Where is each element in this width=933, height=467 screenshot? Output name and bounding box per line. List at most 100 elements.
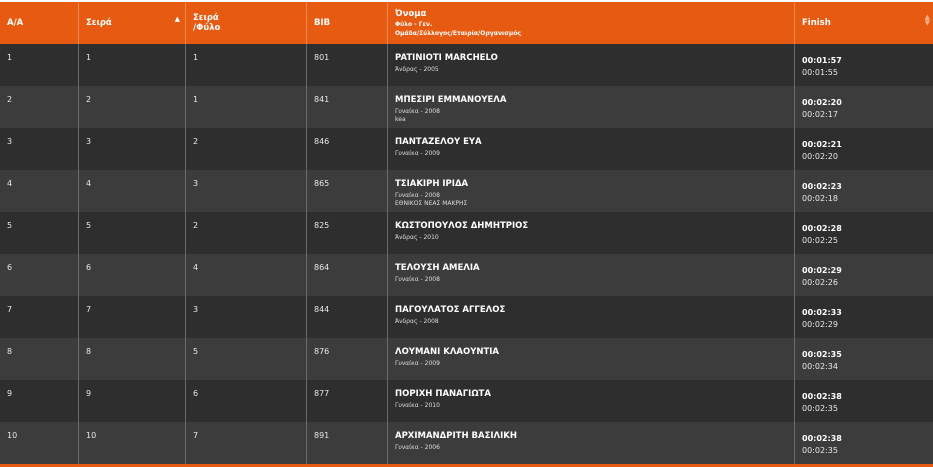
athlete-name: ΚΩΣΤΟΠΟΥΛΟΣ ΔΗΜΗΤΡΙΟΣ bbox=[395, 221, 529, 231]
cell-name: ΤΣΙΑΚΙΡΗ ΙΡΙΔΑ Γυναίκα - 2008 ΕΘΝΙΚΟΣ ΝΕΑΣ… bbox=[388, 170, 795, 212]
athlete-info: Γυναίκα - 2008 bbox=[395, 108, 440, 115]
bib-value: 877 bbox=[314, 389, 330, 398]
finish-net-time: 00:02:18 bbox=[802, 194, 838, 203]
col-seira-header[interactable]: Σειρά ▲ bbox=[79, 2, 186, 44]
finish-net-time: 00:02:20 bbox=[802, 152, 838, 161]
cell-bib: 825 bbox=[307, 212, 388, 254]
fylo-value: 1 bbox=[193, 95, 199, 104]
cell-aa: 2 bbox=[0, 86, 79, 128]
cell-aa: 6 bbox=[0, 254, 79, 296]
fylo-value: 1 bbox=[193, 53, 199, 62]
seira-value: 7 bbox=[86, 305, 92, 314]
fylo-value: 7 bbox=[193, 431, 199, 440]
col-label: /Φύλο bbox=[193, 23, 221, 33]
cell-finish: 00:02:29 00:02:26 bbox=[795, 254, 933, 296]
col-label: Σειρά bbox=[193, 13, 219, 23]
seira-value: 8 bbox=[86, 347, 92, 356]
bib-value: 844 bbox=[314, 305, 330, 314]
cell-aa: 7 bbox=[0, 296, 79, 338]
cell-name: ΠΑΝΤΑΖΕΛΟΥ ΕΥΑ Γυναίκα - 2009 bbox=[388, 128, 795, 170]
cell-fylo: 2 bbox=[186, 212, 307, 254]
cell-aa: 9 bbox=[0, 380, 79, 422]
cell-bib: 846 bbox=[307, 128, 388, 170]
col-finish-header[interactable]: Finish ▲ ▼ bbox=[795, 2, 933, 44]
col-sublabel: Φύλο - Γεν. bbox=[395, 21, 433, 28]
fylo-value: 6 bbox=[193, 389, 199, 398]
table-row[interactable]: 2 2 1 841 ΜΠΕΣΙΡΙ ΕΜΜΑΝΟΥΕΛΑ Γυναίκα - 20… bbox=[0, 86, 933, 128]
finish-gun-time: 00:02:35 bbox=[802, 350, 842, 359]
athlete-name: ΜΠΕΣΙΡΙ ΕΜΜΑΝΟΥΕΛΑ bbox=[395, 95, 507, 105]
cell-name: ΑΡΧΙΜΑΝΔΡΙΤΗ ΒΑΣΙΛΙΚΗ Γυναίκα - 2006 bbox=[388, 422, 795, 464]
aa-value: 3 bbox=[7, 137, 13, 146]
athlete-info: Γυναίκα - 2008 bbox=[395, 192, 440, 199]
athlete-info: Άνδρας - 2008 bbox=[395, 318, 439, 325]
athlete-name: ΤΣΙΑΚΙΡΗ ΙΡΙΔΑ bbox=[395, 179, 469, 189]
finish-net-time: 00:01:55 bbox=[802, 68, 838, 77]
col-label: Finish bbox=[802, 18, 831, 28]
bib-value: 876 bbox=[314, 347, 330, 356]
cell-fylo: 3 bbox=[186, 296, 307, 338]
athlete-info: Γυναίκα - 2009 bbox=[395, 360, 440, 367]
cell-finish: 00:02:33 00:02:29 bbox=[795, 296, 933, 338]
fylo-value: 2 bbox=[193, 137, 199, 146]
table-header: Α/Α Σειρά ▲ Σειρά/Φύλο BIB Όνομα Φύλο - Γε… bbox=[0, 2, 933, 44]
table-row[interactable]: 4 4 3 865 ΤΣΙΑΚΙΡΗ ΙΡΙΔΑ Γυναίκα - 2008 ΕΘ… bbox=[0, 170, 933, 212]
bib-value: 801 bbox=[314, 53, 330, 62]
cell-name: ΜΠΕΣΙΡΙ ΕΜΜΑΝΟΥΕΛΑ Γυναίκα - 2008 kea bbox=[388, 86, 795, 128]
table-row[interactable]: 5 5 2 825 ΚΩΣΤΟΠΟΥΛΟΣ ΔΗΜΗΤΡΙΟΣ Άνδρας - … bbox=[0, 212, 933, 254]
col-bib-header[interactable]: BIB bbox=[307, 2, 388, 44]
aa-value: 4 bbox=[7, 179, 13, 188]
seira-value: 5 bbox=[86, 221, 92, 230]
cell-finish: 00:01:57 00:01:55 bbox=[795, 44, 933, 86]
col-aa-header[interactable]: Α/Α bbox=[0, 2, 79, 44]
table-row[interactable]: 8 8 5 876 ΛΟΥΜΑΝΙ ΚΛΑΟΥΝΤΙΑ Γυναίκα - 200… bbox=[0, 338, 933, 380]
finish-gun-time: 00:02:29 bbox=[802, 266, 842, 275]
cell-fylo: 7 bbox=[186, 422, 307, 464]
table-row[interactable]: 1 1 1 801 PATINIOTI MARCHELO Άνδρας - 200… bbox=[0, 44, 933, 86]
bib-value: 865 bbox=[314, 179, 330, 188]
cell-seira: 8 bbox=[79, 338, 186, 380]
cell-bib: 801 bbox=[307, 44, 388, 86]
table-row[interactable]: 10 10 7 891 ΑΡΧΙΜΑΝΔΡΙΤΗ ΒΑΣΙΛΙΚΗ Γυναίκα… bbox=[0, 422, 933, 464]
finish-gun-time: 00:02:33 bbox=[802, 308, 842, 317]
col-label: Όνομα bbox=[395, 9, 427, 19]
athlete-name: ΠΟΡΙΧΗ ΠΑΝΑΓΙΩΤΑ bbox=[395, 389, 491, 399]
cell-bib: 865 bbox=[307, 170, 388, 212]
cell-seira: 3 bbox=[79, 128, 186, 170]
table-row[interactable]: 3 3 2 846 ΠΑΝΤΑΖΕΛΟΥ ΕΥΑ Γυναίκα - 2009 0… bbox=[0, 128, 933, 170]
athlete-name: ΛΟΥΜΑΝΙ ΚΛΑΟΥΝΤΙΑ bbox=[395, 347, 500, 357]
sort-both-icon: ▲ ▼ bbox=[924, 13, 930, 27]
cell-name: ΠΑΓΟΥΛΑΤΟΣ ΑΓΓΕΛΟΣ Άνδρας - 2008 bbox=[388, 296, 795, 338]
col-label: Σειρά bbox=[86, 18, 112, 28]
col-name-header[interactable]: Όνομα Φύλο - Γεν. Ομάδα/Σύλλογος/Εταιρία/Ο… bbox=[388, 2, 795, 44]
fylo-value: 2 bbox=[193, 221, 199, 230]
cell-finish: 00:02:28 00:02:25 bbox=[795, 212, 933, 254]
athlete-info: Γυναίκα - 2010 bbox=[395, 402, 440, 409]
finish-net-time: 00:02:35 bbox=[802, 446, 838, 455]
aa-value: 7 bbox=[7, 305, 13, 314]
col-seira-fylo-header[interactable]: Σειρά/Φύλο bbox=[186, 2, 307, 44]
table-row[interactable]: 7 7 3 844 ΠΑΓΟΥΛΑΤΟΣ ΑΓΓΕΛΟΣ Άνδρας - 200… bbox=[0, 296, 933, 338]
cell-fylo: 4 bbox=[186, 254, 307, 296]
cell-seira: 6 bbox=[79, 254, 186, 296]
cell-bib: 844 bbox=[307, 296, 388, 338]
cell-seira: 7 bbox=[79, 296, 186, 338]
athlete-name: ΑΡΧΙΜΑΝΔΡΙΤΗ ΒΑΣΙΛΙΚΗ bbox=[395, 431, 517, 441]
cell-name: PATINIOTI MARCHELO Άνδρας - 2005 bbox=[388, 44, 795, 86]
cell-name: ΠΟΡΙΧΗ ΠΑΝΑΓΙΩΤΑ Γυναίκα - 2010 bbox=[388, 380, 795, 422]
cell-fylo: 2 bbox=[186, 128, 307, 170]
cell-name: ΚΩΣΤΟΠΟΥΛΟΣ ΔΗΜΗΤΡΙΟΣ Άνδρας - 2010 bbox=[388, 212, 795, 254]
cell-aa: 5 bbox=[0, 212, 79, 254]
finish-gun-time: 00:02:38 bbox=[802, 434, 842, 443]
finish-gun-time: 00:02:38 bbox=[802, 392, 842, 401]
table-row[interactable]: 9 9 6 877 ΠΟΡΙΧΗ ΠΑΝΑΓΙΩΤΑ Γυναίκα - 2010… bbox=[0, 380, 933, 422]
sort-asc-icon: ▲ bbox=[174, 15, 180, 23]
finish-net-time: 00:02:29 bbox=[802, 320, 838, 329]
bib-value: 825 bbox=[314, 221, 330, 230]
finish-gun-time: 00:01:57 bbox=[802, 56, 842, 65]
cell-finish: 00:02:35 00:02:34 bbox=[795, 338, 933, 380]
athlete-name: ΠΑΓΟΥΛΑΤΟΣ ΑΓΓΕΛΟΣ bbox=[395, 305, 506, 315]
fylo-value: 3 bbox=[193, 305, 199, 314]
table-row[interactable]: 6 6 4 864 ΤΕΛΟΥΣΗ ΑΜΕΛΙΑ Γυναίκα - 2008 0… bbox=[0, 254, 933, 296]
finish-net-time: 00:02:17 bbox=[802, 110, 838, 119]
